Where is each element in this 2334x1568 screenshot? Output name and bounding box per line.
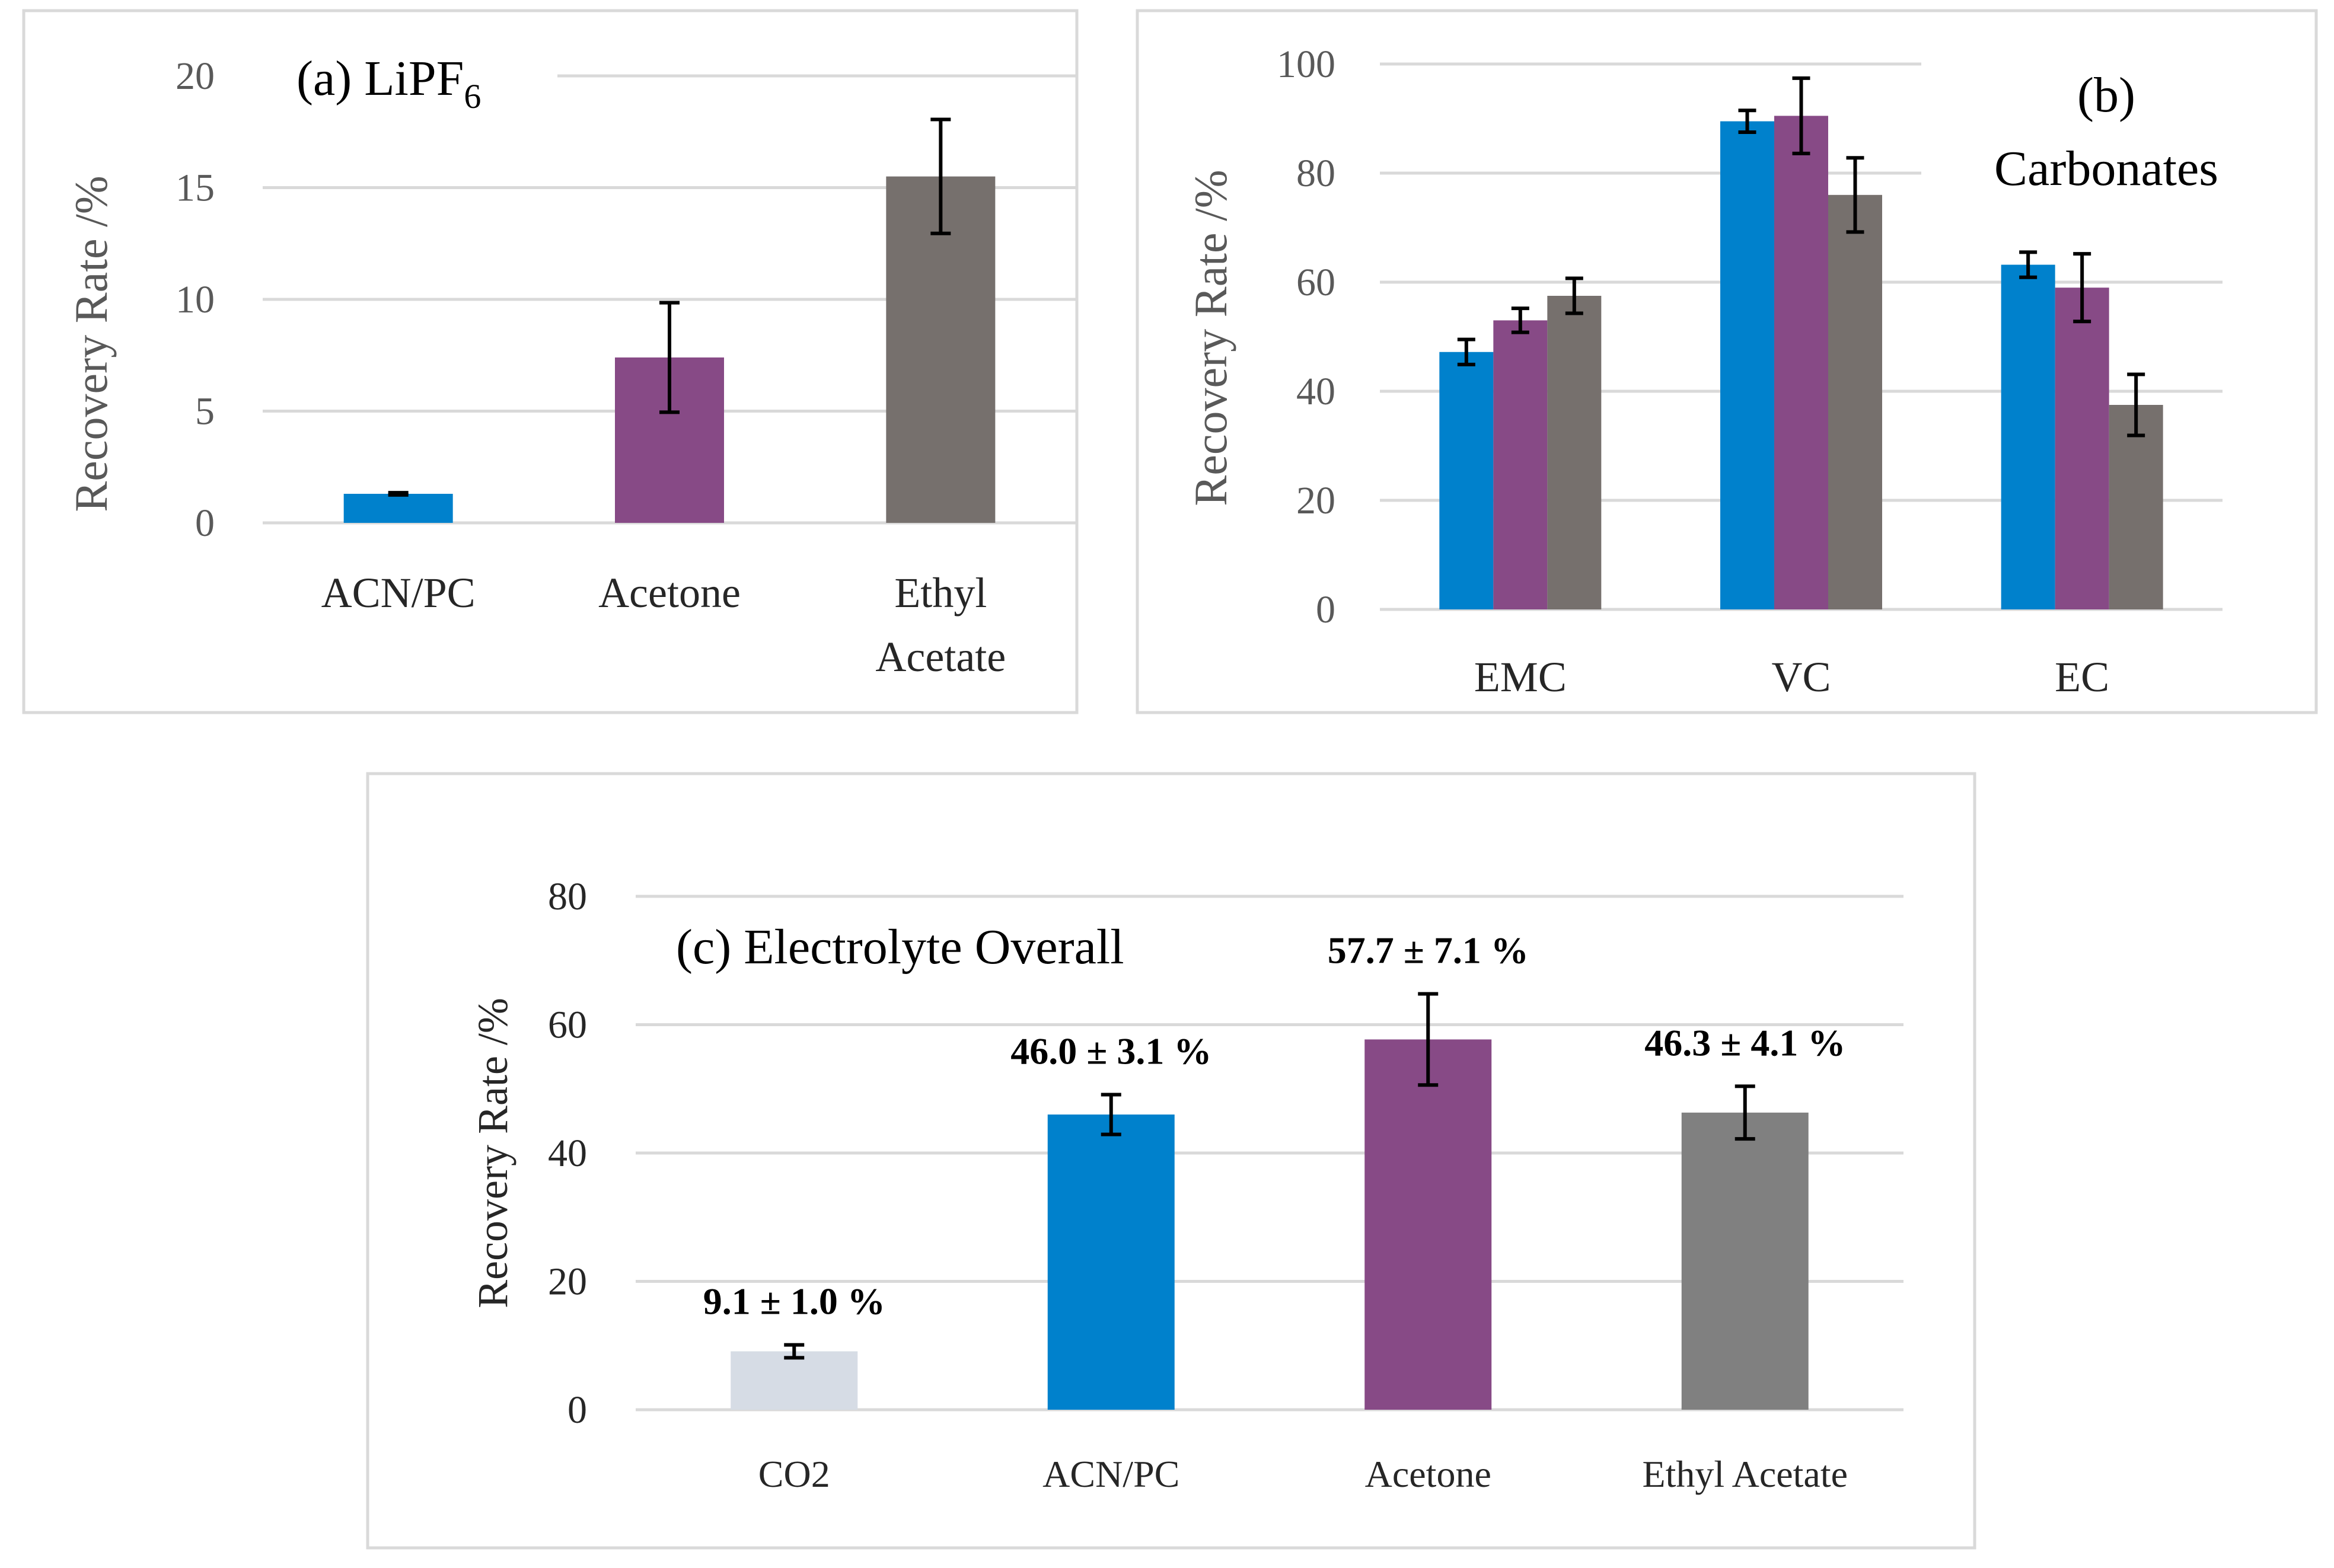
panel-c-ytick-label: 0	[567, 1388, 587, 1432]
panel-b-ytick-label: 0	[1316, 588, 1335, 631]
panel-c-category-label: Acetone	[1365, 1453, 1491, 1495]
panel-a: 0 5 10 15 20 ACN/PC Acetone Ethyl Acetate Recov…	[22, 9, 1079, 714]
panel-c-data-label: 46.0 ± 3.1 %	[1010, 1030, 1211, 1072]
panel-b-title-line1: (b)	[2077, 68, 2135, 123]
panel-b-bar	[1774, 116, 1828, 609]
panel-b-ytick-label: 60	[1296, 261, 1335, 304]
panel-a-ytick-label: 15	[176, 167, 215, 210]
panel-c-ytick-label: 60	[548, 1004, 587, 1047]
panel-c-bar	[1364, 1039, 1492, 1410]
panel-b-ytick-label: 20	[1296, 479, 1335, 522]
panel-b-bar	[2109, 405, 2163, 609]
panel-b-category-label: EMC	[1474, 653, 1567, 701]
panel-b-bar	[2001, 264, 2055, 609]
panel-c-ytick-label: 40	[548, 1132, 587, 1175]
panel-c-ytick-label: 20	[548, 1260, 587, 1304]
panel-a-category-label: Acetate	[875, 633, 1006, 681]
panel-b-bar	[1828, 194, 1882, 609]
panel-a-category-label: Acetone	[598, 569, 741, 617]
panel-a-title-subscript: 6	[464, 77, 481, 116]
panel-b-ytick-label: 40	[1296, 370, 1335, 413]
panel-c-bar	[731, 1351, 858, 1410]
panel-c-title: (c) Electrolyte Overall	[676, 919, 1124, 975]
panel-b-title-line2: Carbonates	[1994, 141, 2218, 196]
panel-c-bar	[1681, 1112, 1809, 1410]
panel-a-title-main: (a) LiPF	[296, 51, 464, 106]
panel-c-ytick-label: 80	[548, 875, 587, 918]
panel-c-category-label: Ethyl Acetate	[1642, 1453, 1848, 1495]
panel-c-data-label: 9.1 ± 1.0 %	[703, 1280, 885, 1323]
panel-b-ytick-label: 80	[1296, 152, 1335, 195]
panel-a-bar	[343, 493, 453, 523]
panel-a-ytick-label: 0	[195, 502, 215, 545]
panel-b-ytick-label: 100	[1277, 43, 1335, 86]
panel-a-ytick-label: 5	[195, 390, 215, 433]
panel-b-bar	[2055, 288, 2109, 609]
panel-a-title: (a) LiPF6	[296, 51, 481, 116]
panel-b-bar	[1493, 320, 1548, 609]
panel-c-ylabel: Recovery Rate /%	[469, 998, 516, 1308]
panel-a-ytick-label: 20	[176, 55, 215, 98]
panel-c-data-label: 57.7 ± 7.1 %	[1328, 930, 1529, 972]
panel-a-category-label: ACN/PC	[321, 569, 476, 617]
panel-b-bar	[1439, 352, 1494, 609]
panel-b-category-label: VC	[1771, 653, 1831, 701]
panel-c-category-label: ACN/PC	[1042, 1453, 1179, 1495]
panel-b-bar	[1720, 121, 1774, 610]
panel-c-category-label: CO2	[758, 1453, 830, 1495]
panel-c-bar	[1047, 1114, 1175, 1410]
panel-b: 0 20 40 60 80 100 EMC VC EC Recovery Rate /% (b…	[1136, 9, 2318, 714]
panel-b-category-label: EC	[2055, 653, 2109, 701]
panel-a-ylabel: Recovery Rate /%	[65, 175, 117, 512]
panel-b-bar	[1547, 296, 1602, 609]
panel-a-ytick-label: 10	[176, 278, 215, 321]
panel-b-ylabel: Recovery Rate /%	[1185, 170, 1236, 506]
panel-a-category-label: Ethyl	[894, 569, 987, 617]
panel-c-data-label: 46.3 ± 4.1 %	[1644, 1021, 1845, 1064]
